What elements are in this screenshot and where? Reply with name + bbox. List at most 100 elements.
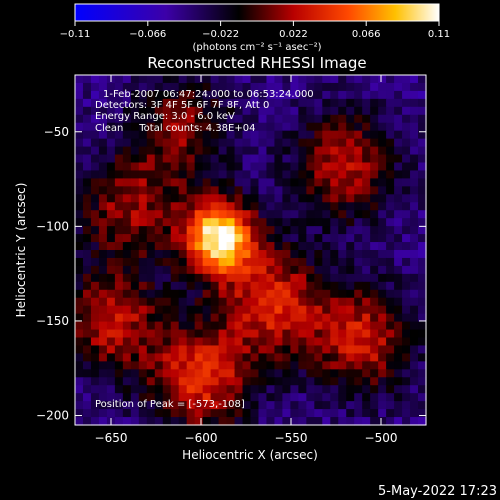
heatmap-cell — [298, 194, 307, 203]
heatmap-cell — [362, 178, 371, 187]
heatmap-cell — [274, 234, 284, 243]
heatmap-cell — [362, 281, 371, 291]
heatmap-cell — [418, 417, 427, 426]
heatmap-cell — [106, 409, 116, 418]
heatmap-cell — [258, 353, 268, 362]
heatmap-cell — [202, 138, 212, 148]
heatmap-cell — [402, 122, 411, 132]
heatmap-cell — [82, 361, 92, 370]
heatmap-cell — [402, 321, 411, 331]
heatmap-cell — [114, 202, 124, 211]
heatmap-cell — [402, 265, 411, 275]
heatmap-cell — [346, 210, 355, 219]
heatmap-cell — [226, 313, 236, 323]
heatmap-cell — [386, 305, 395, 315]
heatmap-cell — [130, 289, 140, 299]
heatmap-cell — [202, 122, 212, 132]
heatmap-cell — [290, 273, 299, 283]
heatmap-cell — [298, 305, 307, 315]
x-axis-label: Heliocentric X (arcsec) — [182, 448, 318, 462]
heatmap-cell — [338, 361, 347, 370]
heatmap-cell — [354, 281, 363, 291]
heatmap-cell — [266, 313, 276, 323]
heatmap-cell — [258, 122, 268, 132]
heatmap-cell — [306, 369, 315, 378]
heatmap-cell — [346, 401, 355, 410]
heatmap-cell — [186, 154, 196, 164]
heatmap-cell — [75, 369, 84, 378]
heatmap-cell — [410, 162, 419, 172]
heatmap-cell — [218, 250, 228, 259]
heatmap-cell — [354, 313, 363, 323]
heatmap-cell — [306, 82, 315, 92]
heatmap-cell — [170, 361, 180, 370]
heatmap-cell — [218, 218, 228, 227]
heatmap-cell — [410, 106, 419, 116]
heatmap-cell — [178, 345, 188, 355]
heatmap-cell — [138, 154, 148, 164]
heatmap-cell — [186, 417, 196, 426]
heatmap-cell — [210, 329, 220, 339]
heatmap-cell — [266, 75, 276, 84]
heatmap-cell — [202, 353, 212, 362]
heatmap-cell — [146, 297, 156, 307]
heatmap-cell — [258, 345, 268, 355]
heatmap-cell — [330, 409, 339, 418]
heatmap-cell — [186, 210, 196, 219]
heatmap-cell — [122, 90, 132, 100]
heatmap-cell — [314, 130, 323, 140]
heatmap-cell — [194, 377, 204, 386]
heatmap-cell — [130, 329, 140, 339]
heatmap-cell — [146, 265, 156, 275]
heatmap-cell — [418, 186, 427, 195]
heatmap-cell — [234, 170, 244, 180]
heatmap-cell — [290, 385, 299, 394]
heatmap-cell — [386, 106, 395, 116]
heatmap-cell — [266, 90, 276, 100]
heatmap-cell — [250, 345, 260, 355]
heatmap-cell — [274, 337, 284, 347]
heatmap-cell — [378, 329, 387, 339]
heatmap-cell — [298, 218, 307, 227]
heatmap-cell — [394, 369, 403, 378]
heatmap-cell — [202, 377, 212, 386]
heatmap-cell — [186, 218, 196, 227]
heatmap-cell — [362, 218, 371, 227]
heatmap-cell — [138, 305, 148, 315]
heatmap-cell — [402, 409, 411, 418]
heatmap-cell — [154, 226, 164, 235]
heatmap-cell — [410, 194, 419, 203]
heatmap-cell — [378, 377, 387, 386]
heatmap-cell — [90, 114, 100, 124]
heatmap-cell — [75, 242, 84, 251]
heatmap-cell — [218, 242, 228, 251]
heatmap-cell — [146, 114, 156, 124]
heatmap-cell — [114, 162, 124, 172]
heatmap-cell — [314, 417, 323, 426]
heatmap-cell — [322, 114, 331, 124]
heatmap-cell — [410, 90, 419, 100]
heatmap-cell — [306, 313, 315, 323]
heatmap-cell — [330, 114, 339, 124]
heatmap-cell — [210, 393, 220, 402]
heatmap-cell — [234, 162, 244, 172]
heatmap-cell — [210, 202, 220, 211]
heatmap-cell — [418, 178, 427, 187]
heatmap-cell — [138, 90, 148, 100]
heatmap-cell — [138, 98, 148, 108]
heatmap-cell — [266, 281, 276, 291]
heatmap-cell — [194, 250, 204, 259]
heatmap-cell — [394, 194, 403, 203]
heatmap-cell — [154, 218, 164, 227]
heatmap-cell — [330, 106, 339, 116]
heatmap-cell — [170, 90, 180, 100]
heatmap-cell — [114, 401, 124, 410]
heatmap-cell — [394, 90, 403, 100]
heatmap-cell — [258, 377, 268, 386]
heatmap-cell — [202, 409, 212, 418]
heatmap-cell — [226, 353, 236, 362]
heatmap-cell — [106, 321, 116, 331]
heatmap-cell — [362, 234, 371, 243]
heatmap-cell — [362, 202, 371, 211]
heatmap-cell — [202, 385, 212, 394]
